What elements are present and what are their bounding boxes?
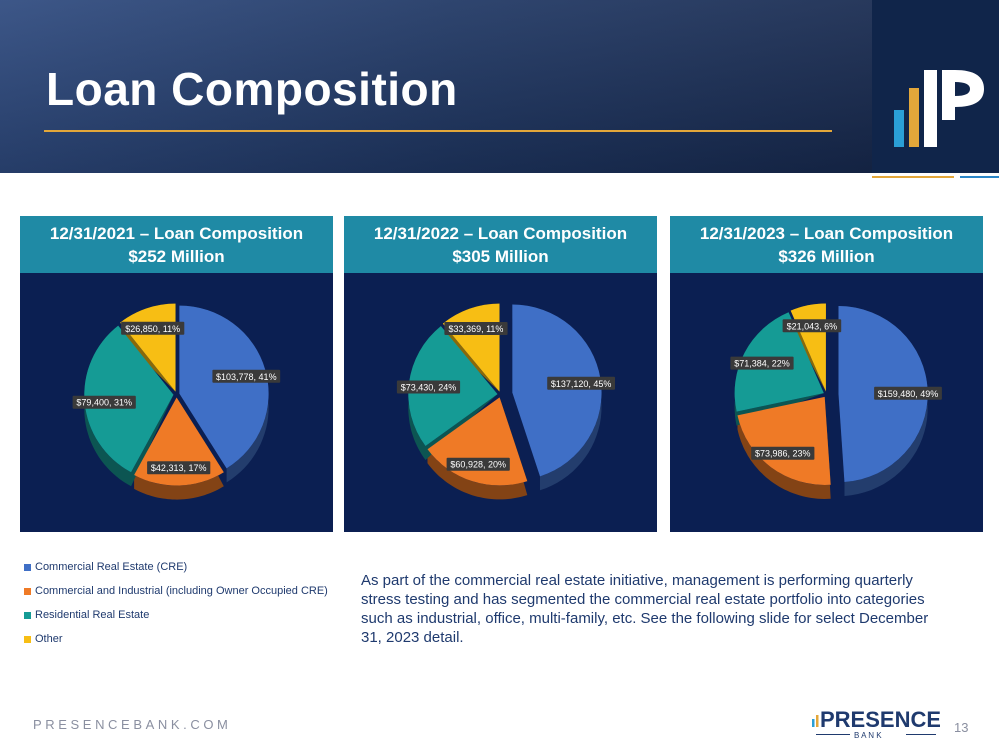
pie-label-box (147, 461, 211, 475)
pie-slice-1 (737, 396, 831, 485)
pie-label-box (72, 395, 136, 409)
legend-swatch (24, 611, 31, 619)
chart-panel-2023: 12/31/2023 – Loan Composition $326 Milli… (670, 216, 983, 532)
pie-label-box (547, 376, 615, 390)
legend-swatch (24, 563, 31, 571)
pie-data-label: $103,778, 41% (216, 372, 277, 382)
page-title: Loan Composition (46, 63, 458, 115)
pie-chart-2022: $137,120, 45% $60,928, 20% $73,430, 24% $33… (396, 303, 615, 500)
pie-data-label: $73,430, 24% (401, 383, 457, 393)
pie-label-box (121, 321, 185, 335)
pie-data-label: $26,850, 11% (125, 324, 180, 334)
pie-data-label: $73,986, 23% (755, 449, 811, 459)
pie-data-label: $33,369, 11% (449, 324, 504, 334)
brand-logo-box (872, 0, 999, 173)
legend-label: Residential Real Estate (35, 609, 150, 621)
legend-label: Other (35, 633, 63, 645)
chart-2021-title: 12/31/2021 – Loan Composition (49, 224, 304, 243)
commentary-text: As part of the commercial real estate in… (361, 572, 929, 646)
chart-2022-subtitle: $305 Million (452, 247, 549, 266)
pie-slice-side (737, 396, 831, 499)
chart-2022-title: 12/31/2022 – Loan Composition (373, 224, 628, 243)
pie-label-box (730, 356, 794, 370)
pie-data-label: $159,480, 49% (878, 389, 939, 399)
chart-2023-subtitle: $326 Million (778, 247, 875, 266)
legend-swatch (24, 635, 31, 643)
pie-label-box (212, 369, 281, 383)
title-underline (44, 130, 832, 132)
logo-rule-left (816, 734, 850, 735)
legend-item-cre: Commercial Real Estate (CRE) (24, 555, 328, 579)
chart-2023-header: 12/31/2023 – Loan Composition $326 Milli… (670, 216, 983, 273)
footer-logo-word: PRESENCE (820, 707, 940, 732)
legend-swatch (24, 587, 31, 595)
legend-item-residential: Residential Real Estate (24, 603, 328, 627)
pie-data-label: $42,313, 17% (151, 463, 207, 473)
pie-label-box (444, 322, 508, 335)
pie-label-box (446, 457, 510, 471)
pie-slice-side (427, 397, 528, 500)
chart-2023-title: 12/31/2023 – Loan Composition (699, 224, 954, 243)
footer-url[interactable]: PRESENCEBANK.COM (33, 717, 232, 732)
chart-legend: Commercial Real Estate (CRE) Commercial … (24, 555, 328, 651)
pie-slice-0 (512, 304, 602, 477)
pie-data-label: $21,043, 6% (787, 321, 838, 331)
legend-label: Commercial and Industrial (including Own… (35, 585, 328, 597)
logo-bar-blue (812, 719, 815, 727)
pie-data-label: $79,400, 31% (76, 398, 132, 408)
pie-label-box (782, 319, 842, 333)
logo-rule-right (906, 734, 936, 735)
header-shade (0, 0, 880, 173)
header-banner: Loan Composition (0, 0, 999, 173)
chart-2022-header: 12/31/2022 – Loan Composition $305 Milli… (344, 216, 657, 273)
pie-chart-2021: $103,778, 41% $42,313, 17% $79,400, 31% $26… (72, 303, 281, 500)
pie-data-label: $71,384, 22% (734, 359, 790, 369)
footer-logo-sub: B A N K (854, 731, 882, 740)
pie-data-label: $60,928, 20% (450, 460, 506, 470)
pie-label-box (874, 386, 942, 400)
logo-accent-blue (960, 176, 999, 178)
presence-p-logo-icon (894, 70, 984, 147)
chart-panel-2021: 12/31/2021 – Loan Composition $252 Milli… (20, 216, 333, 532)
logo-accent-gold (872, 176, 954, 178)
presence-bank-footer-logo: PRESENCE B A N K (812, 707, 940, 740)
pie-data-label: $137,120, 45% (551, 379, 612, 389)
legend-item-ci: Commercial and Industrial (including Own… (24, 579, 328, 603)
chart-panel-2022: 12/31/2022 – Loan Composition $305 Milli… (344, 216, 657, 532)
legend-item-other: Other (24, 627, 328, 651)
page-number: 13 (954, 720, 969, 735)
chart-2021-subtitle: $252 Million (128, 247, 225, 266)
logo-bar-gold (816, 715, 819, 727)
pie-label-box (751, 446, 815, 460)
pie-chart-2023: $159,480, 49% $73,986, 23% $71,384, 22% $21… (730, 303, 942, 499)
pie-slice-0 (179, 305, 269, 469)
pie-label-box (396, 380, 461, 394)
chart-2021-header: 12/31/2021 – Loan Composition $252 Milli… (20, 216, 333, 273)
legend-label: Commercial Real Estate (CRE) (35, 561, 188, 573)
